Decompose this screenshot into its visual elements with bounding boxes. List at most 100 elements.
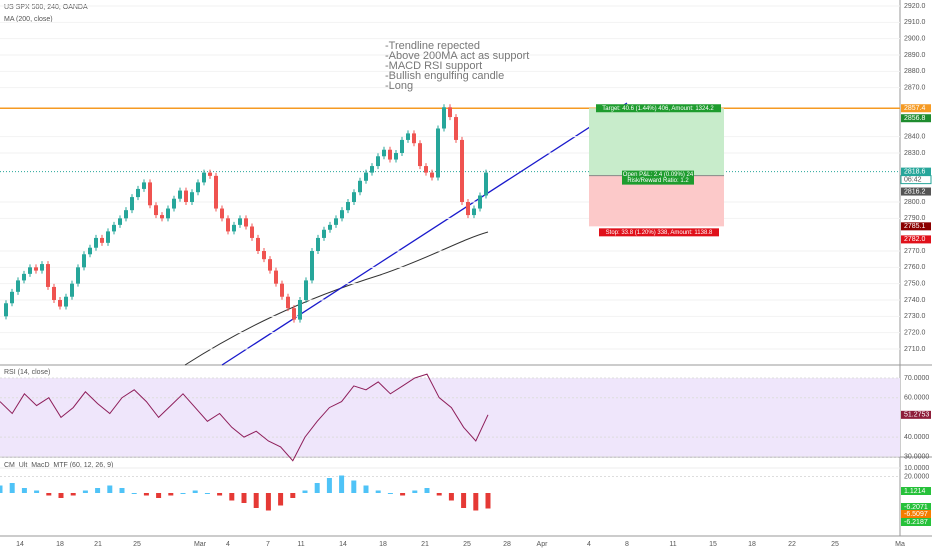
candle bbox=[202, 172, 206, 183]
macd-bar bbox=[278, 493, 284, 506]
date-label: 25 bbox=[133, 541, 141, 548]
stop-box bbox=[599, 228, 719, 237]
target-label: Target: 40.6 (1.44%) 406, Amount: 1324.2 bbox=[602, 106, 714, 112]
candle bbox=[292, 308, 296, 320]
macd-bar bbox=[412, 490, 418, 493]
price-tag bbox=[901, 222, 931, 231]
price-tick-label: 2800.0 bbox=[904, 199, 926, 206]
candle bbox=[88, 247, 92, 255]
price-tag bbox=[901, 104, 931, 113]
macd-bar bbox=[326, 478, 332, 493]
candle bbox=[190, 192, 194, 202]
price-tag-label: 2856.8 bbox=[904, 115, 926, 122]
candle bbox=[352, 192, 356, 202]
candle bbox=[466, 202, 470, 216]
macd-bar bbox=[473, 493, 479, 511]
macd-bar bbox=[70, 493, 76, 496]
date-label: 21 bbox=[94, 541, 102, 548]
candle bbox=[250, 226, 254, 238]
date-label: 11 bbox=[669, 541, 676, 548]
annotation-line: -Trendline repected bbox=[385, 40, 480, 52]
candle bbox=[208, 172, 212, 176]
candle bbox=[286, 296, 290, 309]
rsi-tick-label: 30.0000 bbox=[904, 454, 929, 461]
candle bbox=[112, 224, 116, 232]
candle bbox=[244, 218, 248, 227]
target-box bbox=[596, 104, 721, 113]
date-label: 18 bbox=[379, 541, 387, 548]
date-label: Apr bbox=[537, 541, 549, 548]
macd-bar bbox=[265, 493, 271, 511]
candle bbox=[364, 172, 368, 181]
price-tag-label: 2857.4 bbox=[904, 105, 926, 112]
macd-tag-label: -6.5097 bbox=[904, 511, 928, 518]
macd-bar bbox=[95, 488, 101, 493]
candle bbox=[358, 180, 362, 193]
macd-tag-label: 1.1214 bbox=[904, 488, 926, 495]
candle bbox=[328, 224, 332, 230]
candle bbox=[16, 280, 20, 292]
price-tick-label: 2720.0 bbox=[904, 330, 926, 337]
candle bbox=[334, 218, 338, 225]
annotation-line: -Bullish engulfing candle bbox=[385, 70, 504, 82]
date-label: 8 bbox=[625, 541, 629, 548]
price-tick-label: 2910.0 bbox=[904, 19, 926, 26]
candle bbox=[154, 205, 158, 216]
date-label: 11 bbox=[297, 541, 304, 548]
macd-bar bbox=[0, 485, 3, 493]
countdown: 06:42 bbox=[904, 176, 922, 183]
candle bbox=[376, 156, 380, 167]
candle bbox=[454, 117, 458, 140]
candle bbox=[442, 107, 446, 129]
price-tick-label: 2870.0 bbox=[904, 85, 926, 92]
open-box bbox=[622, 170, 694, 185]
macd-bar bbox=[424, 488, 430, 493]
candle bbox=[274, 270, 278, 284]
date-label: 4 bbox=[226, 541, 230, 548]
candle bbox=[232, 224, 236, 232]
candle bbox=[430, 172, 434, 178]
price-tick-label: 2710.0 bbox=[904, 346, 926, 353]
macd-tag-label: -6.2187 bbox=[904, 519, 928, 526]
macd-bar bbox=[107, 485, 113, 493]
macd-bar bbox=[217, 493, 223, 496]
candle bbox=[172, 198, 176, 209]
candle bbox=[64, 296, 68, 307]
date-label: 25 bbox=[831, 541, 839, 548]
candle bbox=[478, 195, 482, 209]
price-tick-label: 2740.0 bbox=[904, 297, 926, 304]
candle bbox=[220, 208, 224, 219]
candle bbox=[28, 267, 32, 274]
macd-label: CM_Ult_MacD_MTF (60, 12, 26, 9) bbox=[4, 462, 113, 469]
macd-tag bbox=[901, 510, 931, 518]
candle bbox=[76, 267, 80, 284]
candle bbox=[46, 264, 50, 287]
price-tick-label: 2730.0 bbox=[904, 313, 926, 320]
macd-bar bbox=[9, 483, 15, 493]
macd-tag bbox=[901, 487, 931, 495]
candle bbox=[382, 149, 386, 157]
candle bbox=[298, 300, 302, 320]
annotation-line: -MACD RSI support bbox=[385, 60, 482, 72]
macd-bar bbox=[168, 493, 174, 496]
candle bbox=[448, 107, 452, 118]
price-tick-label: 2890.0 bbox=[904, 52, 926, 59]
macd-tick-label: 10.0000 bbox=[904, 465, 929, 472]
symbol-title: US SPX 500, 240, OANDA bbox=[4, 4, 88, 11]
price-tick-label: 2880.0 bbox=[904, 68, 926, 75]
macd-bar bbox=[82, 490, 88, 493]
date-label: 25 bbox=[463, 541, 471, 548]
macd-tag-label: -6.2071 bbox=[904, 504, 928, 511]
macd-bar bbox=[241, 493, 247, 503]
date-label: 18 bbox=[748, 541, 756, 548]
macd-bar bbox=[375, 490, 381, 493]
date-label: Mar bbox=[194, 541, 207, 548]
macd-bar bbox=[314, 483, 320, 493]
candle bbox=[310, 251, 314, 281]
candle bbox=[124, 210, 128, 219]
candle bbox=[394, 153, 398, 160]
candle bbox=[412, 133, 416, 144]
date-label: 28 bbox=[503, 541, 511, 548]
candle bbox=[256, 237, 260, 251]
